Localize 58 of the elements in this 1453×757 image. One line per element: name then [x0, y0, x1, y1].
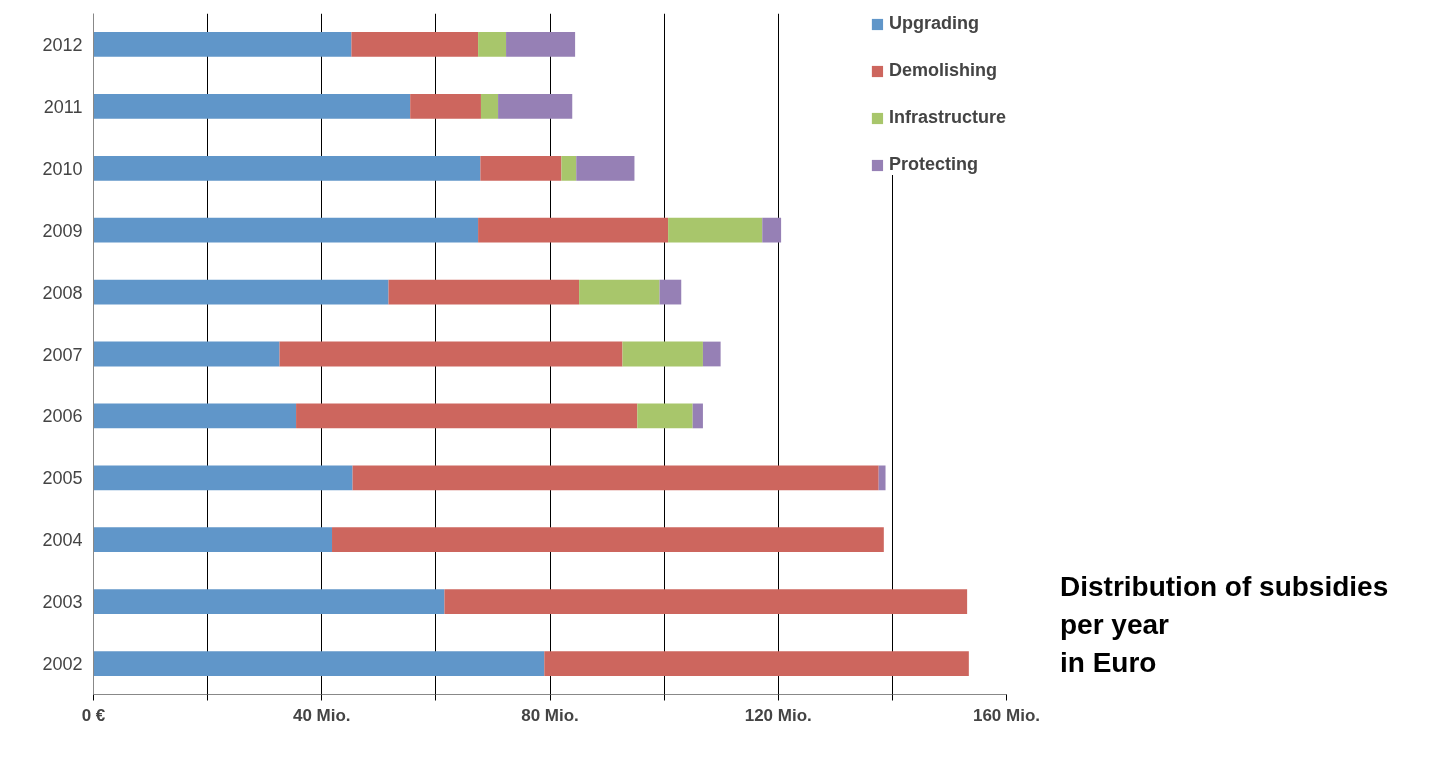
- legend-label: Protecting: [888, 154, 978, 175]
- bar: [93, 279, 389, 305]
- bar: [93, 341, 280, 367]
- bar: [659, 279, 682, 305]
- bar: [93, 32, 352, 57]
- bar: [576, 155, 635, 181]
- y-tick-label: 2006: [42, 406, 83, 427]
- text: Distribution of subsidies per year in Euro: [1060, 570, 1389, 680]
- legend-label: Demolishing: [888, 60, 997, 81]
- y-tick-label: 2007: [42, 344, 83, 365]
- bar: [93, 527, 333, 553]
- y-tick-label: 2010: [42, 158, 83, 179]
- bar: [506, 32, 576, 57]
- bar: [544, 651, 969, 676]
- bar: [622, 341, 703, 367]
- y-tick-label: 2004: [42, 530, 83, 551]
- legend-label: Upgrading: [888, 13, 979, 34]
- bar: [480, 155, 562, 181]
- bar: [93, 155, 481, 181]
- bar: [637, 403, 693, 429]
- bar: [93, 403, 297, 429]
- bar: [668, 217, 763, 243]
- x-tick-label: 0 €: [81, 705, 106, 725]
- y-tick-label: 2009: [42, 220, 83, 241]
- bar: [93, 217, 479, 243]
- bar: [762, 217, 782, 243]
- bar: [480, 93, 499, 119]
- bar: [410, 93, 481, 119]
- y-tick-label: 2011: [43, 96, 83, 117]
- y-tick-label: 2008: [42, 282, 83, 303]
- bar: [93, 465, 353, 491]
- bar: [296, 403, 638, 429]
- legend-label: Infrastructure: [888, 107, 1006, 128]
- bar: [93, 651, 545, 676]
- x-tick-label: 160 Mio.: [972, 705, 1041, 725]
- x-tick-label: 120 Mio.: [744, 705, 812, 725]
- bar: [561, 155, 577, 181]
- bar: [498, 93, 573, 119]
- bar: [878, 465, 886, 491]
- y-tick-label: 2012: [42, 34, 83, 55]
- y-tick-label: 2005: [42, 468, 83, 489]
- bar: [352, 465, 879, 491]
- y-tick-label: 2002: [42, 654, 83, 675]
- bar: [478, 217, 669, 243]
- y-tick-label: 2003: [42, 592, 83, 613]
- bar: [692, 403, 703, 429]
- bar: [702, 341, 721, 367]
- bar: [93, 93, 411, 119]
- bar: [579, 279, 660, 305]
- bar: [351, 32, 479, 57]
- bar: [444, 589, 968, 615]
- bar: [332, 527, 884, 553]
- bar: [279, 341, 623, 367]
- x-tick-label: 40 Mio.: [292, 705, 351, 725]
- x-tick-label: 80 Mio.: [521, 705, 579, 725]
- bar: [478, 32, 507, 57]
- bar: [93, 589, 445, 615]
- bar: [388, 279, 580, 305]
